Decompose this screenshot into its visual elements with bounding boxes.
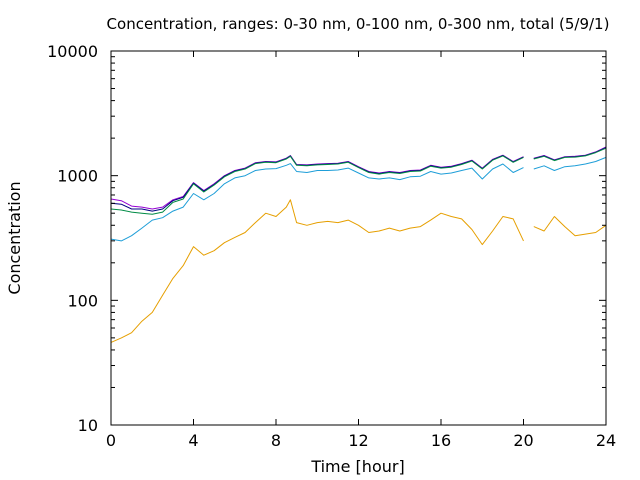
- series-line-4: [533, 156, 607, 171]
- x-tick-label: 0: [106, 431, 116, 450]
- x-tick-label: 4: [188, 431, 198, 450]
- x-axis-label: Time [hour]: [310, 457, 404, 476]
- y-tick-label: 1000: [57, 167, 98, 186]
- series-line-1: [533, 146, 607, 161]
- y-tick-label: 10: [78, 416, 98, 435]
- y-tick-label: 10000: [47, 42, 98, 61]
- x-axis: 0 4 8 12 16 20 24: [106, 51, 616, 450]
- series-line-3: [110, 155, 524, 215]
- series-line-2: [533, 147, 607, 161]
- series-line-3: [533, 147, 607, 162]
- y-tick-label: 100: [67, 291, 98, 310]
- y-axis: 10 100 1000 10000: [47, 42, 606, 435]
- series-line-5: [110, 199, 524, 343]
- x-tick-label: 16: [431, 431, 451, 450]
- series-layer: [110, 146, 607, 343]
- x-tick-label: 24: [596, 431, 616, 450]
- series-line-4: [110, 163, 524, 242]
- x-tick-label: 12: [348, 431, 368, 450]
- x-tick-label: 20: [513, 431, 533, 450]
- plot-frame: [110, 50, 607, 426]
- x-tick-label: 8: [271, 431, 281, 450]
- series-line-5: [533, 216, 607, 237]
- y-axis-label: Concentration: [5, 181, 24, 294]
- chart-title: Concentration, ranges: 0-30 nm, 0-100 nm…: [107, 15, 610, 33]
